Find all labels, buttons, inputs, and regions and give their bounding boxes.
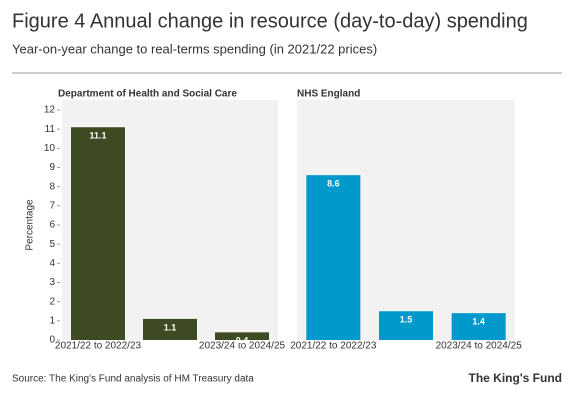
panel-title: NHS England	[297, 89, 360, 100]
data-label: 0.4	[236, 336, 249, 346]
x-tick-label: 2023/24 to 2024/25	[436, 341, 523, 352]
y-tick-label: 4	[49, 258, 55, 269]
bar	[379, 311, 433, 340]
data-label: 11.1	[89, 131, 106, 141]
y-tick-label: 7	[49, 200, 55, 211]
bar	[451, 313, 506, 340]
y-tick-label: 5	[49, 239, 55, 250]
y-tick-label: 8	[49, 181, 55, 192]
y-axis-label: Percentage	[25, 199, 36, 251]
bar	[306, 175, 361, 340]
y-tick-label: 2	[49, 296, 55, 307]
y-tick-label: 11	[45, 124, 56, 135]
bar	[71, 127, 125, 340]
y-tick-label: 3	[49, 277, 55, 288]
y-tick-label: 1	[49, 315, 55, 326]
y-tick-label: 12	[44, 105, 56, 116]
data-label: 1.4	[472, 317, 485, 327]
y-tick-label: 0	[49, 335, 55, 346]
logo: The King's Fund	[468, 371, 562, 385]
x-tick-label: 2021/22 to 2022/23	[290, 341, 377, 352]
x-tick-label: 2023/24 to 2024/25	[199, 341, 286, 352]
y-tick-label: 9	[49, 162, 55, 173]
chart-title: Figure 4 Annual change in resource (day-…	[12, 10, 528, 32]
data-label: 1.1	[164, 322, 177, 332]
source: Source: The King's Fund analysis of HM T…	[12, 374, 254, 385]
data-label: 1.5	[400, 315, 413, 325]
y-tick-label: 6	[49, 220, 55, 231]
chart-subtitle: Year-on-year change to real-terms spendi…	[12, 41, 377, 56]
data-label: 8.6	[327, 179, 340, 189]
y-tick-label: 10	[44, 143, 56, 154]
bar	[215, 332, 269, 340]
x-tick-label: 2021/22 to 2022/23	[55, 341, 142, 352]
bar	[143, 318, 197, 340]
panel-title: Department of Health and Social Care	[58, 89, 237, 100]
